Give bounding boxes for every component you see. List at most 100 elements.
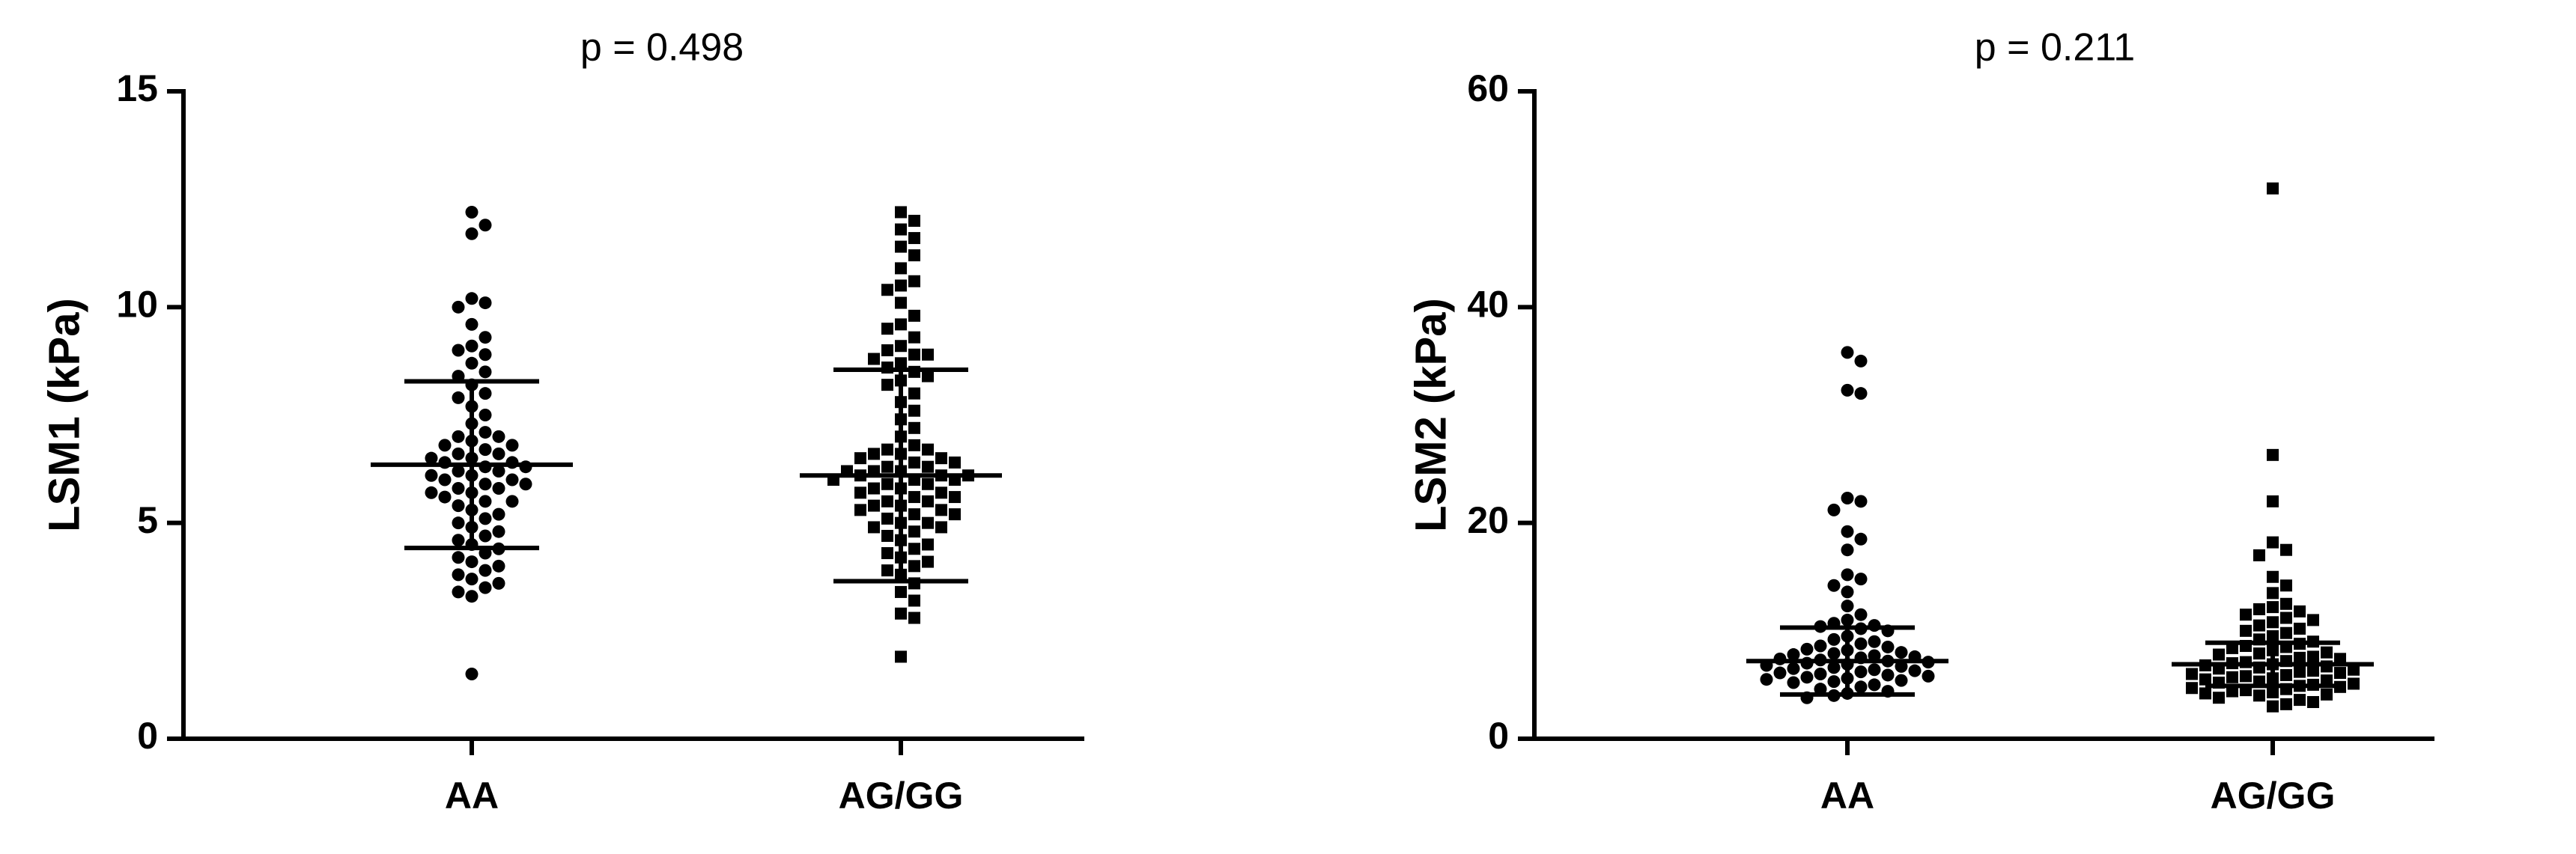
chart-title: p = 0.498 — [580, 26, 744, 70]
data-point — [1908, 664, 1922, 677]
data-point — [452, 447, 465, 460]
data-point — [1854, 608, 1868, 621]
data-point — [438, 473, 452, 487]
data-point — [1854, 387, 1868, 400]
data-point — [465, 573, 479, 586]
data-point — [908, 611, 920, 624]
data-point — [465, 317, 479, 331]
data-point — [1841, 600, 1854, 613]
data-point — [465, 227, 479, 240]
data-point — [479, 348, 492, 362]
data-point — [2294, 622, 2306, 635]
data-point — [492, 430, 505, 443]
data-point — [908, 594, 920, 607]
data-point — [922, 555, 934, 568]
data-point — [452, 464, 465, 478]
data-point — [479, 331, 492, 344]
data-point — [2267, 495, 2279, 507]
y-tick-label: 15 — [116, 67, 158, 109]
data-point — [492, 447, 505, 460]
data-point — [479, 387, 492, 400]
data-point — [2280, 543, 2292, 556]
data-point — [1854, 495, 1868, 508]
data-point — [2226, 685, 2238, 698]
data-point — [922, 495, 934, 507]
data-point — [895, 650, 907, 663]
data-point — [1854, 637, 1868, 650]
data-point — [505, 439, 519, 452]
data-point — [1827, 661, 1841, 674]
data-point — [908, 348, 920, 361]
x-tick-label: AA — [445, 775, 499, 817]
data-point — [2307, 665, 2319, 677]
data-point — [1895, 646, 1908, 659]
data-point — [854, 504, 866, 516]
data-point — [881, 443, 893, 456]
data-point — [452, 585, 465, 599]
data-point — [2294, 605, 2306, 617]
data-point — [935, 487, 947, 499]
data-point — [895, 240, 907, 253]
data-point — [2253, 549, 2265, 561]
data-point — [908, 543, 920, 555]
data-point — [479, 478, 492, 491]
data-point — [1895, 674, 1908, 687]
chart-title: p = 0.211 — [1975, 26, 2135, 70]
data-point — [908, 309, 920, 322]
data-point — [479, 219, 492, 232]
data-point — [2267, 587, 2279, 600]
data-point — [1787, 676, 1800, 689]
data-point — [1841, 568, 1854, 582]
data-point — [1773, 666, 1787, 680]
data-point — [425, 469, 438, 482]
data-point — [519, 478, 532, 491]
data-point — [492, 576, 505, 590]
data-point — [452, 499, 465, 513]
data-point — [895, 223, 907, 236]
data-point — [2280, 579, 2292, 592]
data-point — [1827, 579, 1841, 592]
data-point — [1841, 492, 1854, 505]
data-point — [1800, 642, 1814, 656]
data-point — [1841, 346, 1854, 359]
data-point — [895, 585, 907, 598]
data-point — [2240, 624, 2252, 637]
data-point — [1841, 525, 1854, 538]
data-point — [868, 499, 880, 512]
data-point — [868, 448, 880, 460]
data-point — [465, 339, 479, 353]
data-point — [452, 482, 465, 495]
data-point — [881, 379, 893, 391]
data-point — [881, 284, 893, 296]
data-point — [465, 668, 479, 680]
data-point — [895, 296, 907, 309]
data-point — [908, 232, 920, 245]
data-point — [2307, 650, 2319, 663]
data-point — [949, 456, 961, 469]
data-point — [1881, 640, 1895, 653]
data-point — [922, 538, 934, 551]
data-point — [492, 507, 505, 521]
data-point — [908, 525, 920, 538]
data-point — [438, 490, 452, 504]
data-point — [935, 504, 947, 516]
data-point — [2199, 673, 2211, 686]
x-tick-label: AG/GG — [2211, 775, 2336, 817]
y-tick-label: 60 — [1467, 67, 1509, 109]
data-point — [1854, 680, 1868, 694]
data-point — [2253, 619, 2265, 632]
data-point — [452, 534, 465, 547]
y-tick-label: 0 — [1488, 715, 1509, 757]
data-point — [1881, 668, 1895, 682]
x-tick-label: AA — [1820, 775, 1874, 817]
data-point — [2267, 601, 2279, 614]
data-point — [2294, 694, 2306, 707]
data-point — [465, 356, 479, 370]
data-point — [922, 516, 934, 529]
data-point — [492, 464, 505, 478]
data-point — [881, 564, 893, 577]
data-point — [881, 478, 893, 490]
data-point — [908, 560, 920, 573]
data-point — [1854, 573, 1868, 586]
data-point — [908, 275, 920, 287]
